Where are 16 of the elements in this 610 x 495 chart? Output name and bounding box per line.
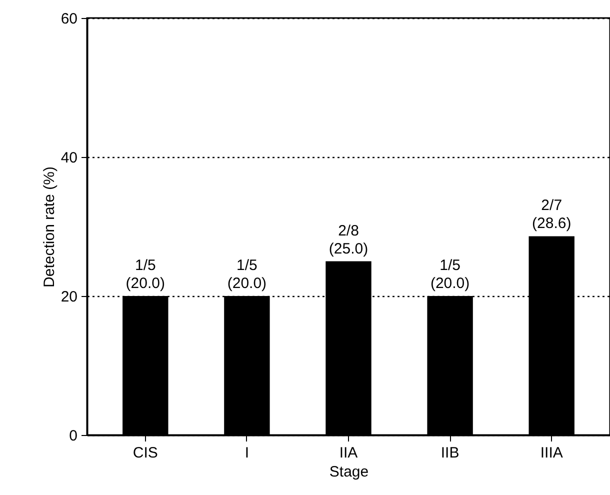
- y-tick-label: 60: [60, 10, 78, 28]
- data-label: 2/7 (28.6): [532, 197, 572, 232]
- x-tick-label: IIA: [339, 444, 358, 462]
- x-tick-label: CIS: [132, 444, 158, 462]
- x-axis-title: Stage: [329, 464, 369, 480]
- y-tick-label: 0: [69, 428, 78, 444]
- y-tick-label: 20: [60, 288, 78, 306]
- data-label: 1/5 (20.0): [227, 257, 267, 292]
- x-tick-label: IIIA: [540, 444, 563, 462]
- data-label: 1/5 (20.0): [126, 257, 165, 292]
- data-label: 2/8 (25.0): [328, 222, 368, 258]
- x-tick-label: I: [244, 444, 250, 462]
- y-axis-title: Detection rate (%): [40, 166, 58, 288]
- x-tick-label: IIB: [440, 444, 460, 462]
- y-tick-label: 40: [60, 150, 78, 166]
- data-label: 1/5 (20.0): [430, 257, 470, 292]
